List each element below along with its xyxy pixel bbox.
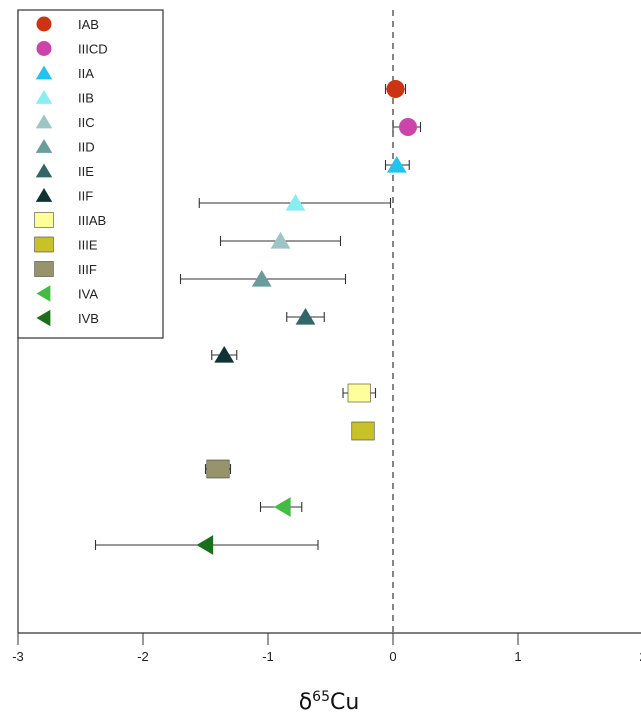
legend-marker-iib — [35, 90, 53, 104]
marker-iiicd — [399, 118, 417, 136]
legend-item-iie: IIE — [35, 163, 94, 179]
legend-label: IIICD — [78, 42, 108, 57]
legend-item-iiif: IIIF — [34, 261, 97, 277]
legend-item-iiicd: IIICD — [36, 41, 108, 57]
legend-marker-iab — [36, 16, 52, 32]
data-point-iiif — [204, 459, 232, 479]
marker-iiif — [206, 459, 230, 479]
marker-iiiab — [347, 383, 371, 403]
marker-iic — [270, 232, 291, 249]
data-point-iva — [259, 497, 303, 517]
legend-label: IIIF — [78, 262, 97, 277]
legend-label: IIC — [78, 115, 95, 130]
legend-item-iva: IVA — [36, 285, 98, 302]
legend-label: IVA — [78, 287, 98, 302]
legend-item-iia: IIA — [35, 65, 94, 81]
legend-marker-iiiab — [34, 212, 54, 228]
marker-iie — [295, 308, 316, 325]
legend-item-iiie: IIIE — [34, 236, 98, 253]
legend-item-iab: IAB — [36, 16, 99, 32]
x-tick-label: -1 — [262, 649, 274, 664]
data-point-iid — [179, 270, 347, 287]
data-point-iie — [286, 308, 325, 325]
legend-label: IIB — [78, 91, 94, 106]
x-tick-label: -3 — [12, 649, 24, 664]
x-tick-label: 0 — [389, 649, 396, 664]
x-tick-label: 2 — [639, 649, 641, 664]
legend-marker-iiie — [34, 236, 54, 253]
legend-marker-iiicd — [36, 41, 52, 56]
legend: IAB IIICD IIA IIB IIC IID IIE IIF IIIAB IIIE IIIF I… — [17, 9, 164, 339]
legend-marker-iiif — [34, 261, 54, 277]
marker-iid — [251, 270, 272, 287]
legend-item-iic: IIC — [35, 114, 95, 130]
legend-label: IIA — [78, 66, 94, 81]
marker-iva — [274, 497, 291, 517]
marker-iab — [386, 80, 405, 98]
legend-marker-iva — [36, 285, 51, 302]
legend-label: IID — [78, 140, 95, 155]
data-point-iiicd — [392, 118, 422, 136]
legend-item-iib: IIB — [35, 90, 94, 106]
data-point-iib — [198, 194, 392, 211]
marker-iiie — [351, 421, 375, 441]
data-points — [94, 80, 422, 555]
legend-label: IAB — [78, 17, 99, 32]
data-point-iab — [384, 80, 407, 98]
legend-label: IIIAB — [78, 213, 106, 228]
marker-iib — [285, 194, 306, 211]
legend-marker-iif — [35, 188, 53, 202]
data-point-iiiab — [342, 383, 377, 403]
legend-label: IIIE — [78, 238, 98, 253]
legend-item-iiiab: IIIAB — [34, 212, 106, 228]
legend-item-iid: IID — [35, 139, 95, 155]
legend-marker-iid — [35, 139, 53, 153]
x-axis-title-delta: δ — [299, 690, 312, 715]
marker-ivb — [196, 535, 214, 555]
legend-label: IIF — [78, 189, 93, 204]
x-tick-label: 1 — [514, 649, 521, 664]
marker-iia — [386, 156, 407, 173]
legend-marker-iia — [35, 65, 53, 80]
legend-item-ivb: IVB — [36, 309, 99, 327]
data-point-iic — [219, 232, 342, 249]
x-axis-title: δ65Cu — [299, 689, 360, 715]
legend-marker-iie — [35, 163, 53, 178]
marker-iif — [214, 346, 235, 363]
data-point-iif — [211, 346, 238, 363]
data-point-iia — [384, 156, 410, 173]
legend-marker-iic — [35, 114, 53, 129]
legend-marker-ivb — [36, 309, 51, 327]
data-point-iiie — [351, 421, 375, 441]
x-tick-label: -2 — [137, 649, 149, 664]
x-axis: -3 -2 -1 0 1 2 — [12, 632, 641, 664]
x-axis-title-superscript: 65 — [312, 689, 330, 705]
legend-label: IVB — [78, 311, 99, 326]
legend-label: IIE — [78, 164, 94, 179]
data-point-ivb — [94, 535, 319, 555]
legend-item-iif: IIF — [35, 188, 93, 204]
x-axis-title-element: Cu — [330, 690, 359, 715]
